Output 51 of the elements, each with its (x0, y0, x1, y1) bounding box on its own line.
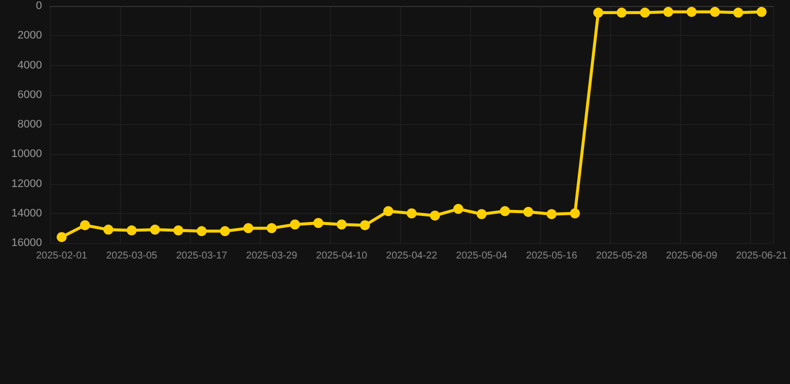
point (290, 219, 300, 230)
x-tick-label: 2025-05-16 (526, 250, 578, 262)
point (80, 220, 90, 230)
x-tick-label: 2025-03-05 (106, 250, 158, 262)
point (383, 206, 394, 216)
point (103, 224, 114, 235)
y-tick-label: 16000 (11, 237, 42, 249)
point (663, 6, 674, 17)
point (266, 223, 277, 234)
x-tick-label: 2025-04-10 (316, 250, 368, 262)
y-tick-label: 14000 (11, 207, 42, 220)
x-tick-label: 2025-05-28 (596, 250, 648, 262)
y-tick-label: 12000 (11, 178, 42, 190)
y-tick-label: 0 (36, 0, 42, 12)
point (453, 204, 464, 214)
point (476, 209, 487, 220)
x-tick-label: 2025-06-21 (736, 250, 788, 262)
point (360, 220, 370, 230)
point (126, 225, 137, 236)
point (500, 206, 510, 216)
x-tick-label: 2025-05-04 (456, 250, 508, 262)
x-tick-label: 2025-06-09 (666, 250, 718, 262)
point (430, 210, 440, 221)
point (313, 218, 324, 228)
x-tick-label: 2025-02-01 (36, 250, 88, 262)
y-tick-label: 2000 (18, 30, 42, 42)
point (593, 8, 604, 18)
point (523, 206, 534, 217)
x-tick-label: 2025-03-17 (176, 250, 228, 262)
point (710, 6, 720, 17)
y-tick-label: 6000 (18, 88, 42, 101)
point (196, 226, 207, 236)
point (686, 6, 697, 17)
point (150, 224, 160, 235)
point (336, 219, 347, 230)
point (733, 8, 744, 18)
point (756, 6, 767, 17)
y-tick-label: 4000 (18, 59, 42, 72)
x-tick-label: 2025-04-22 (386, 250, 438, 262)
y-tick-label: 8000 (18, 118, 42, 130)
point (220, 226, 230, 236)
point (173, 225, 184, 236)
point (616, 8, 627, 18)
point (56, 232, 67, 242)
y-tick-label: 10000 (11, 148, 42, 160)
point (243, 223, 254, 234)
x-tick-label: 2025-03-29 (246, 250, 298, 262)
point (406, 208, 417, 218)
point (640, 8, 650, 18)
point (570, 208, 580, 218)
point (546, 209, 557, 220)
